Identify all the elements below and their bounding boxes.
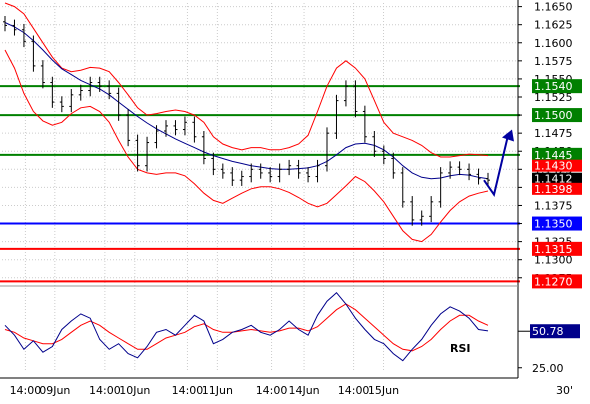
price-bars: [3, 16, 514, 226]
x-tick-label: 09Jun: [39, 384, 70, 397]
level-tag: [532, 147, 582, 162]
price-tag-label: 1.1398: [534, 183, 573, 196]
x-tick-label: 14:00: [256, 384, 288, 397]
level-tag-label: 1.1315: [534, 243, 573, 256]
x-tick-label: 14Jun: [288, 384, 319, 397]
level-tag: [532, 108, 582, 123]
level-tag: [532, 274, 582, 289]
level-tag-label: 1.1540: [534, 80, 573, 93]
axes: 1.16501.16251.16001.15751.15501.15251.15…: [0, 0, 573, 397]
y-tick-label: 1.1575: [534, 55, 573, 68]
price-tag: [532, 182, 582, 195]
level-tag-label: 1.1445: [534, 149, 573, 162]
x-tick-label: 14:00: [172, 384, 204, 397]
x-tick-label: 14:00: [89, 384, 121, 397]
level-tag-label: 1.1500: [534, 109, 573, 122]
levels-layer: [0, 85, 520, 283]
x-tick-label: 14:00: [338, 384, 370, 397]
rsi-current-tag: [530, 324, 580, 339]
forecast-arrowhead: [502, 129, 514, 142]
level-tag-label: 1.1350: [534, 218, 573, 231]
rsi-current-tag-label: 50.78: [532, 325, 564, 338]
y-tick-label: 1.1525: [534, 91, 573, 104]
bollinger-lower-band: [4, 49, 489, 243]
bollinger-bands: [4, 2, 489, 243]
price-tag-label: 1.1412: [534, 173, 573, 186]
rsi-y-tick-label: 25.00: [532, 362, 564, 375]
level-tag: [532, 241, 582, 256]
rsi-panel: [4, 291, 489, 362]
rsi-line: [4, 291, 489, 362]
y-tick-label: 1.1600: [534, 37, 573, 50]
bollinger-middle-band: [4, 22, 489, 180]
rsi-signal-line: [4, 303, 489, 352]
level-tag-label: 1.1270: [534, 275, 573, 288]
y-tick-label: 1.1475: [534, 127, 573, 140]
rsi-label: RSI: [450, 342, 471, 355]
x-tick-label: 15Jun: [368, 384, 399, 397]
y-tick-label: 1.1300: [534, 254, 573, 267]
price-tag-label: 1.1430: [534, 160, 573, 173]
x-tick-label: 11Jun: [202, 384, 233, 397]
forecast-arrow: [483, 135, 509, 198]
x-tick-label: 14:00: [10, 384, 42, 397]
y-tick-label: 1.1650: [534, 1, 573, 14]
y-tick-label: 1.1375: [534, 199, 573, 212]
x-tick-label: 10Jun: [119, 384, 150, 397]
level-tag: [532, 216, 582, 231]
y-tick-label: 1.1625: [534, 19, 573, 32]
price-tag: [532, 172, 582, 185]
level-tag: [532, 79, 582, 94]
timeframe-label: 30': [556, 384, 573, 397]
price-tag: [532, 159, 582, 172]
price-tags: 1.1540 1.1500 1.1445 1.1350 1.1315 1.1270 1.14…: [518, 79, 582, 339]
bollinger-upper-band: [4, 2, 489, 158]
